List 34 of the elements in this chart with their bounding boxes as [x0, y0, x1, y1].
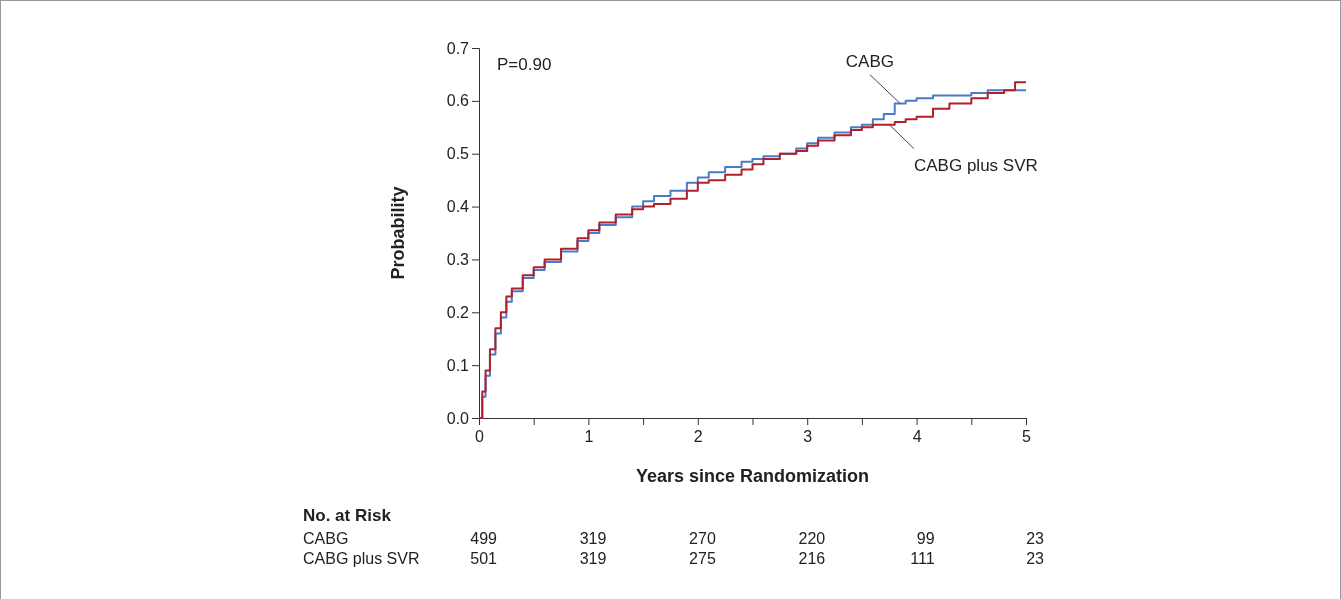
- y-tick-label: 0.1: [446, 356, 470, 374]
- text: 23: [1026, 530, 1044, 547]
- text: 216: [798, 550, 826, 567]
- y-tick-label: 0.0: [446, 409, 470, 427]
- text: 275: [689, 550, 716, 567]
- y-tick-label: 0.5: [446, 145, 470, 163]
- series-label: CABG: [845, 51, 895, 71]
- y-tick-label: 0.7: [446, 39, 470, 57]
- x-axis-title: Years since Randomization: [635, 466, 870, 486]
- text: 270: [689, 530, 716, 547]
- category-label: CABG: [303, 530, 349, 547]
- category-label: CABG plus SVR: [303, 550, 420, 567]
- y-tick-label: 0.6: [446, 92, 470, 110]
- text: 111: [910, 550, 935, 567]
- annotation: P=0.90: [497, 55, 552, 74]
- text: CABG plus SVR: [914, 155, 1038, 175]
- x-tick-label: 5: [1022, 428, 1032, 446]
- y-tick-label: 0.2: [446, 303, 470, 321]
- x-tick-label: 3: [803, 428, 813, 446]
- text: 99: [916, 530, 935, 547]
- text: 220: [798, 530, 826, 547]
- y-tick-label: 0.3: [446, 251, 470, 269]
- text: 499: [470, 530, 497, 547]
- text: 501: [470, 550, 497, 567]
- x-tick-label: 2: [693, 428, 703, 446]
- text: 319: [579, 530, 607, 547]
- x-tick-label: 1: [584, 428, 594, 446]
- y-axis-title: Probability: [388, 186, 408, 280]
- text: 319: [579, 550, 607, 567]
- y-tick-label: 0.4: [446, 198, 470, 216]
- x-tick-label: 4: [912, 428, 922, 446]
- text: No. at Risk: [303, 506, 392, 525]
- x-tick-label: 0: [475, 428, 485, 446]
- text: 23: [1026, 550, 1044, 567]
